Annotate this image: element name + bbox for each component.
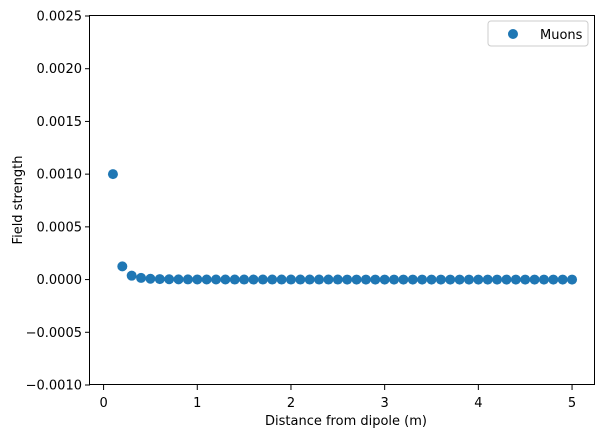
data-point — [426, 274, 437, 285]
data-point — [229, 274, 240, 285]
data-point — [145, 273, 156, 284]
data-point — [417, 274, 428, 285]
legend-label: Muons — [540, 28, 583, 43]
legend: Muons — [487, 20, 589, 47]
y-tick-label: −0.0005 — [26, 326, 82, 341]
data-point — [454, 274, 465, 285]
data-point — [117, 261, 128, 272]
y-axis: −0.0010 −0.0005 0.0000 0.0005 0.0010 0.0015 0.… — [26, 10, 90, 394]
y-tick-label: 0.0015 — [37, 115, 83, 130]
data-point — [314, 274, 325, 285]
x-axis: 0 1 2 3 4 5 — [99, 385, 576, 411]
data-point — [295, 274, 306, 285]
legend-marker — [508, 29, 518, 39]
data-point — [285, 274, 296, 285]
y-tick-label: −0.0010 — [26, 379, 82, 394]
data-point — [529, 274, 540, 285]
y-tick-label: 0.0010 — [37, 168, 83, 183]
data-point — [276, 274, 287, 285]
data-point — [239, 274, 250, 285]
data-point — [201, 274, 212, 285]
data-point — [398, 274, 409, 285]
data-point — [463, 274, 474, 285]
data-point — [379, 274, 390, 285]
data-points — [107, 169, 578, 285]
data-point — [351, 274, 362, 285]
data-point — [332, 274, 343, 285]
y-tick-label: 0.0020 — [37, 62, 83, 77]
x-tick-label: 1 — [193, 396, 201, 411]
data-point — [567, 274, 578, 285]
x-tick-label: 0 — [99, 396, 107, 411]
x-tick-label: 5 — [568, 396, 576, 411]
data-point — [192, 274, 203, 285]
data-point — [173, 274, 184, 285]
data-point — [267, 274, 278, 285]
data-point — [136, 272, 147, 283]
x-axis-label: Distance from dipole (m) — [265, 414, 427, 429]
legend-box — [487, 20, 589, 47]
data-point — [211, 274, 222, 285]
y-tick-label: 0.0005 — [37, 220, 83, 235]
y-axis-label: Field strength — [11, 156, 26, 245]
data-point — [445, 274, 456, 285]
data-point — [164, 274, 175, 285]
data-point — [323, 274, 334, 285]
data-point — [492, 274, 503, 285]
data-point — [407, 274, 418, 285]
data-point — [520, 274, 531, 285]
data-point — [126, 270, 137, 281]
plot-frame — [89, 15, 595, 385]
x-tick-label: 3 — [381, 396, 389, 411]
data-point — [510, 274, 521, 285]
data-point — [248, 274, 259, 285]
data-point — [342, 274, 353, 285]
y-tick-label: 0.0000 — [37, 273, 83, 288]
data-point — [538, 274, 549, 285]
y-tick-label: 0.0025 — [37, 10, 83, 25]
data-point — [304, 274, 315, 285]
data-point — [220, 274, 231, 285]
data-point — [389, 274, 400, 285]
data-point — [548, 274, 559, 285]
data-point — [182, 274, 193, 285]
data-point — [107, 169, 118, 180]
data-point — [435, 274, 446, 285]
data-point — [360, 274, 371, 285]
data-point — [557, 274, 568, 285]
data-point — [501, 274, 512, 285]
data-point — [473, 274, 484, 285]
data-point — [482, 274, 493, 285]
data-point — [257, 274, 268, 285]
data-point — [154, 274, 165, 285]
data-point — [370, 274, 381, 285]
x-tick-label: 2 — [287, 396, 295, 411]
x-tick-label: 4 — [474, 396, 482, 411]
